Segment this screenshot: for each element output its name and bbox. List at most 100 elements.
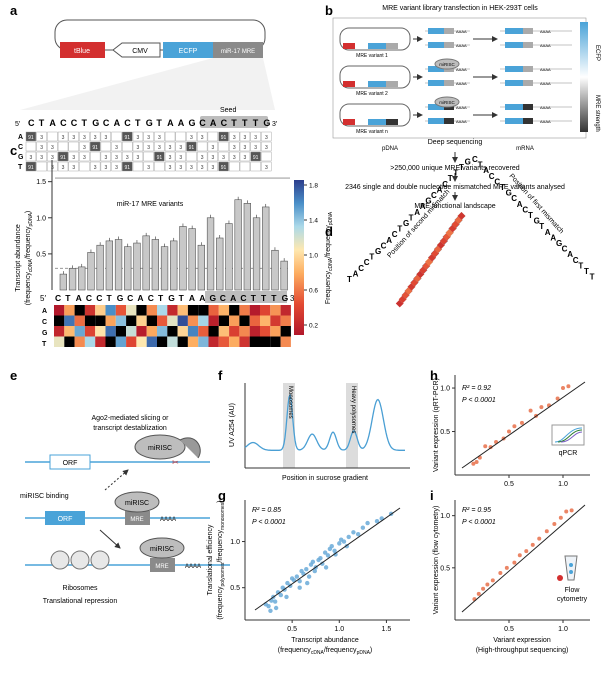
g-xlabel-1: Transcript abundance [291, 637, 359, 644]
a-grid-cell [100, 141, 112, 152]
c-bar [87, 252, 95, 291]
c-heat-row-letter: T [42, 341, 47, 348]
c-colorbar-label: FrequencycDNA/frequencypDNA [325, 211, 334, 304]
c-seq-letter: A [199, 293, 205, 303]
a-grid-cell [229, 151, 240, 162]
c-caption: miR-17 MRE variants [117, 201, 184, 208]
c-heat-cell [126, 336, 137, 347]
a-grid-value: 3 [62, 135, 65, 141]
i-fit-line [461, 504, 586, 613]
a-grid-cell [218, 151, 229, 162]
b-polya: AAAA [456, 81, 467, 86]
a-grid-value: 3 [244, 145, 247, 151]
a-row-letter: C [18, 144, 23, 151]
ecfp-block [163, 42, 213, 58]
h-point [539, 405, 544, 410]
b-mrna-mre [523, 28, 533, 34]
c-heat-cell [218, 326, 230, 337]
b-title: MRE variant library transfection in HEK-… [382, 5, 538, 12]
g-point [360, 525, 366, 530]
i-p: P < 0.0001 [462, 519, 496, 526]
b-transcript-mre [444, 28, 454, 34]
i-point [558, 515, 563, 520]
a-grid-cell [47, 141, 58, 152]
d-seq-right-letter: T [478, 161, 483, 170]
d-seq-left-letter: C [392, 230, 398, 239]
a-grid-value: 3 [94, 135, 97, 141]
c-bar [197, 244, 205, 291]
pdna-label: pDNA [382, 146, 398, 152]
b-plasmid [339, 103, 411, 127]
panel-f: f Monosomes Heavy polysomes UV A254 (AU)… [218, 368, 410, 482]
d-seq-left-letter: A [420, 202, 426, 211]
panel-g: g 0.5 1.0 1.5 1.0 0.5 R² = 0.85 P < 0.0001 T… [207, 488, 410, 656]
c-heat-cell [126, 326, 137, 337]
d-seq-left-letter: C [364, 258, 370, 267]
a-grid-cell [207, 161, 218, 172]
c-heat-cell [95, 305, 106, 316]
a-grid-cell [79, 131, 90, 142]
g-point [305, 580, 310, 586]
a-seq-letter: T [39, 118, 45, 128]
c-heat-cell [280, 326, 291, 337]
a-seq-letter: T [253, 118, 259, 128]
e-mre-bottom-label: MRE [155, 564, 168, 570]
a-grid-value: 3 [72, 165, 75, 171]
c-sequence: 5′ 3′C T A C C T G C A C T G T A A G C A C T T T G [40, 291, 296, 303]
flow-cytometry-icon [564, 555, 578, 581]
g-ticks: 0.5 1.0 1.5 1.0 0.5 [230, 539, 391, 633]
c-heat-row-letter: A [42, 308, 47, 315]
c-heat-cell [208, 315, 219, 326]
i-xlabel-1: Variant expression [493, 637, 551, 644]
e-mre-mid-label: MRE [130, 517, 143, 523]
c-heat-cell [115, 326, 127, 337]
a-grid-cell [143, 151, 154, 162]
c-seq-letter: C [55, 293, 61, 303]
a-grid-value: 3 [190, 135, 193, 141]
a-grid-cell [111, 131, 122, 142]
b-transcript-ecfp [428, 104, 444, 110]
c-seq-letter: T [179, 293, 185, 303]
d-seq-left-letter: T [453, 169, 458, 178]
a-row-letter: G [18, 154, 24, 161]
a-grid-cell [89, 141, 101, 152]
a-grid-cell [196, 131, 208, 142]
h-xtick: 1.0 [558, 481, 568, 488]
c-heat-row-letter: C [42, 319, 47, 326]
e-mirisc-top [134, 434, 186, 460]
panel-e: e Ago2-mediated slicing or transcript de… [10, 368, 230, 605]
a-grid-value: 3 [137, 135, 140, 141]
h-fit-line [461, 381, 586, 469]
a-grid-cell [25, 141, 37, 152]
a-seq-letter: G [189, 118, 196, 128]
a-row-letter: A [18, 134, 23, 141]
e-binding-label: miRISC binding [20, 493, 69, 500]
h-r2: R² = 0.92 [462, 385, 491, 392]
a-grid-cell [111, 151, 122, 162]
g-point [304, 567, 309, 572]
a-grid-cell [164, 131, 176, 142]
a-grid-cell [132, 151, 144, 162]
a-grid-value: 3 [158, 145, 161, 151]
a-grid-value: 3 [179, 165, 182, 171]
a-grid-cell [79, 141, 90, 152]
c-heat-cell [105, 336, 116, 347]
i-point [476, 591, 481, 596]
c-seq-letter: A [189, 293, 195, 303]
panel-label-g: g [218, 488, 226, 503]
a-grid-value: 91 [28, 135, 34, 141]
c-seq-letter: C [148, 293, 154, 303]
b-ecfp [368, 119, 386, 125]
a-grid-cell [68, 141, 79, 152]
b-mre [386, 43, 398, 49]
g-xtick: 1.0 [334, 626, 344, 633]
a-grid-value: 3 [233, 135, 236, 141]
a-grid-cell [122, 161, 133, 172]
h-point [561, 386, 565, 391]
a-grid-cell [47, 131, 58, 142]
b-tblue [343, 119, 355, 125]
a-grid-value: 3 [83, 155, 86, 161]
b-transcript-ecfp [428, 66, 444, 72]
a-seq-letter: C [103, 118, 110, 128]
